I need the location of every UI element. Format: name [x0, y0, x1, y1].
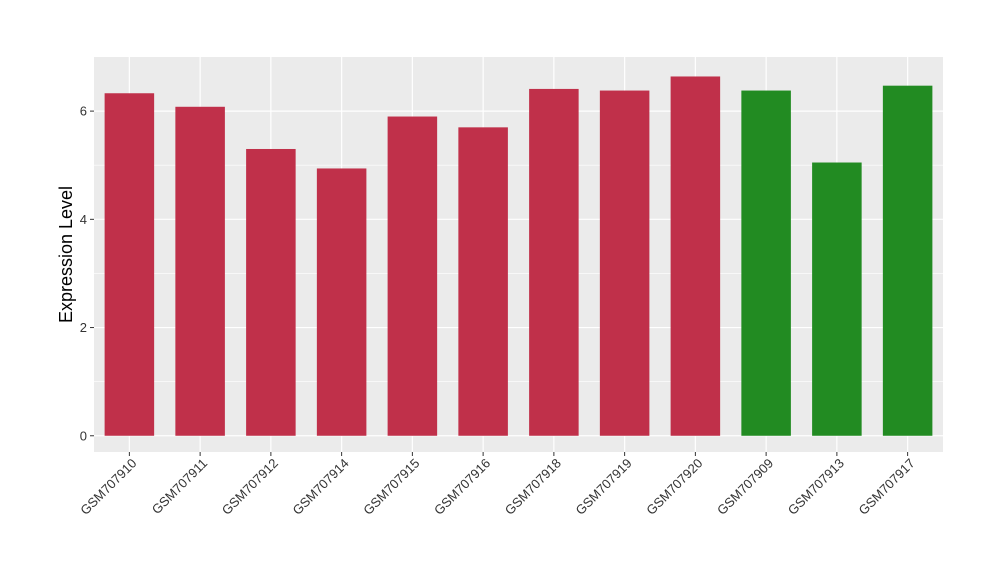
bar-GSM707911	[175, 106, 225, 436]
plot-panel	[94, 57, 943, 452]
y-axis-title: Expression Level	[56, 186, 76, 323]
bar-GSM707917	[882, 85, 933, 436]
x-tick-label: GSM707916	[431, 456, 493, 518]
bar-GSM707910	[104, 93, 155, 436]
x-tick-label: GSM707920	[643, 456, 705, 518]
x-tick-label: GSM707918	[502, 456, 564, 518]
bar-GSM707909	[741, 90, 791, 436]
x-tick-label: GSM707914	[290, 456, 352, 518]
x-tick-label: GSM707912	[219, 456, 281, 518]
bar-GSM707916	[458, 127, 508, 436]
bar-GSM707918	[529, 88, 579, 436]
y-axis: 0 2 4 6	[80, 104, 94, 443]
x-tick-label: GSM707919	[573, 456, 635, 518]
bar-GSM707914	[316, 168, 367, 436]
x-tick-label: GSM707917	[856, 456, 918, 518]
y-tick-label: 6	[80, 104, 87, 119]
x-axis: GSM707910 GSM707911 GSM707912 GSM707914 GSM7…	[77, 452, 918, 518]
x-tick-label: GSM707911	[149, 456, 211, 518]
bars	[104, 76, 933, 436]
x-tick-label: GSM707913	[785, 456, 847, 518]
bar-GSM707920	[670, 76, 721, 436]
minor-gridlines	[94, 164, 943, 382]
y-tick-label: 2	[80, 320, 87, 335]
x-tick-label: GSM707915	[360, 456, 422, 518]
y-tick-label: 0	[80, 428, 87, 443]
bar-GSM707912	[246, 148, 296, 436]
bar-GSM707913	[812, 162, 862, 436]
bar-GSM707915	[387, 116, 438, 436]
bar-GSM707919	[599, 90, 650, 436]
x-tick-label: GSM707909	[714, 456, 776, 518]
y-tick-label: 4	[80, 212, 87, 227]
x-tick-label: GSM707910	[77, 456, 139, 518]
